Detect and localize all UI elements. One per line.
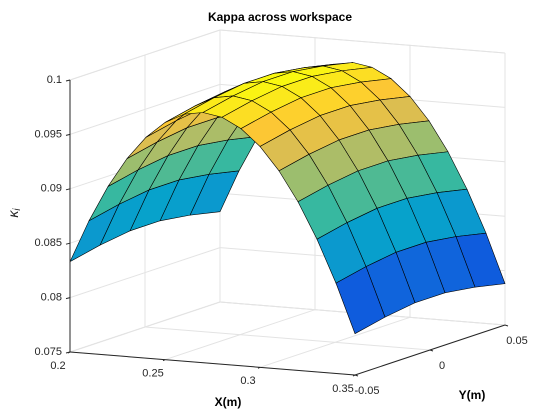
z-label-subscript: i (12, 208, 23, 211)
x-tick (162, 359, 166, 362)
surface-patch (335, 266, 386, 335)
z-tick (65, 351, 71, 354)
z-tick-label: 0.085 (34, 237, 62, 249)
x-tick-label: 0.35 (332, 383, 353, 395)
y-tick (354, 374, 359, 377)
x-tick-label: 0.3 (240, 375, 255, 387)
z-axis-label: κi (5, 208, 23, 218)
z-tick (65, 297, 71, 300)
y-tick (504, 324, 509, 327)
x-tick (352, 374, 356, 377)
y-axis-label: Y(m) (459, 388, 486, 402)
y-tick (429, 349, 434, 352)
z-tick (65, 242, 71, 245)
y-tick-label: -0.05 (354, 385, 379, 397)
x-tick-label: 0.25 (142, 368, 163, 380)
grid-line (144, 326, 431, 351)
grid-line (69, 301, 221, 353)
y-tick-label: 0.05 (506, 335, 527, 347)
z-tick-label: 0.09 (41, 183, 62, 195)
z-tick-label: 0.075 (34, 346, 62, 358)
grid-line (69, 83, 221, 135)
x-axis-label: X(m) (215, 395, 242, 409)
grid-line (219, 29, 506, 54)
x-tick (257, 366, 261, 369)
x-axis (69, 351, 356, 376)
grid-line (69, 29, 221, 81)
z-tick (65, 133, 71, 136)
z-label-symbol: κ (5, 210, 21, 218)
z-tick (65, 79, 71, 82)
chart-title: Kappa across workspace (208, 10, 352, 24)
z-tick-label: 0.095 (34, 128, 62, 140)
z-tick-label: 0.08 (41, 292, 62, 304)
z-tick (65, 188, 71, 191)
grid-line (69, 247, 221, 299)
x-tick-label: 0.2 (50, 360, 65, 372)
z-tick-label: 0.1 (47, 74, 62, 86)
y-tick-label: 0 (439, 360, 445, 372)
